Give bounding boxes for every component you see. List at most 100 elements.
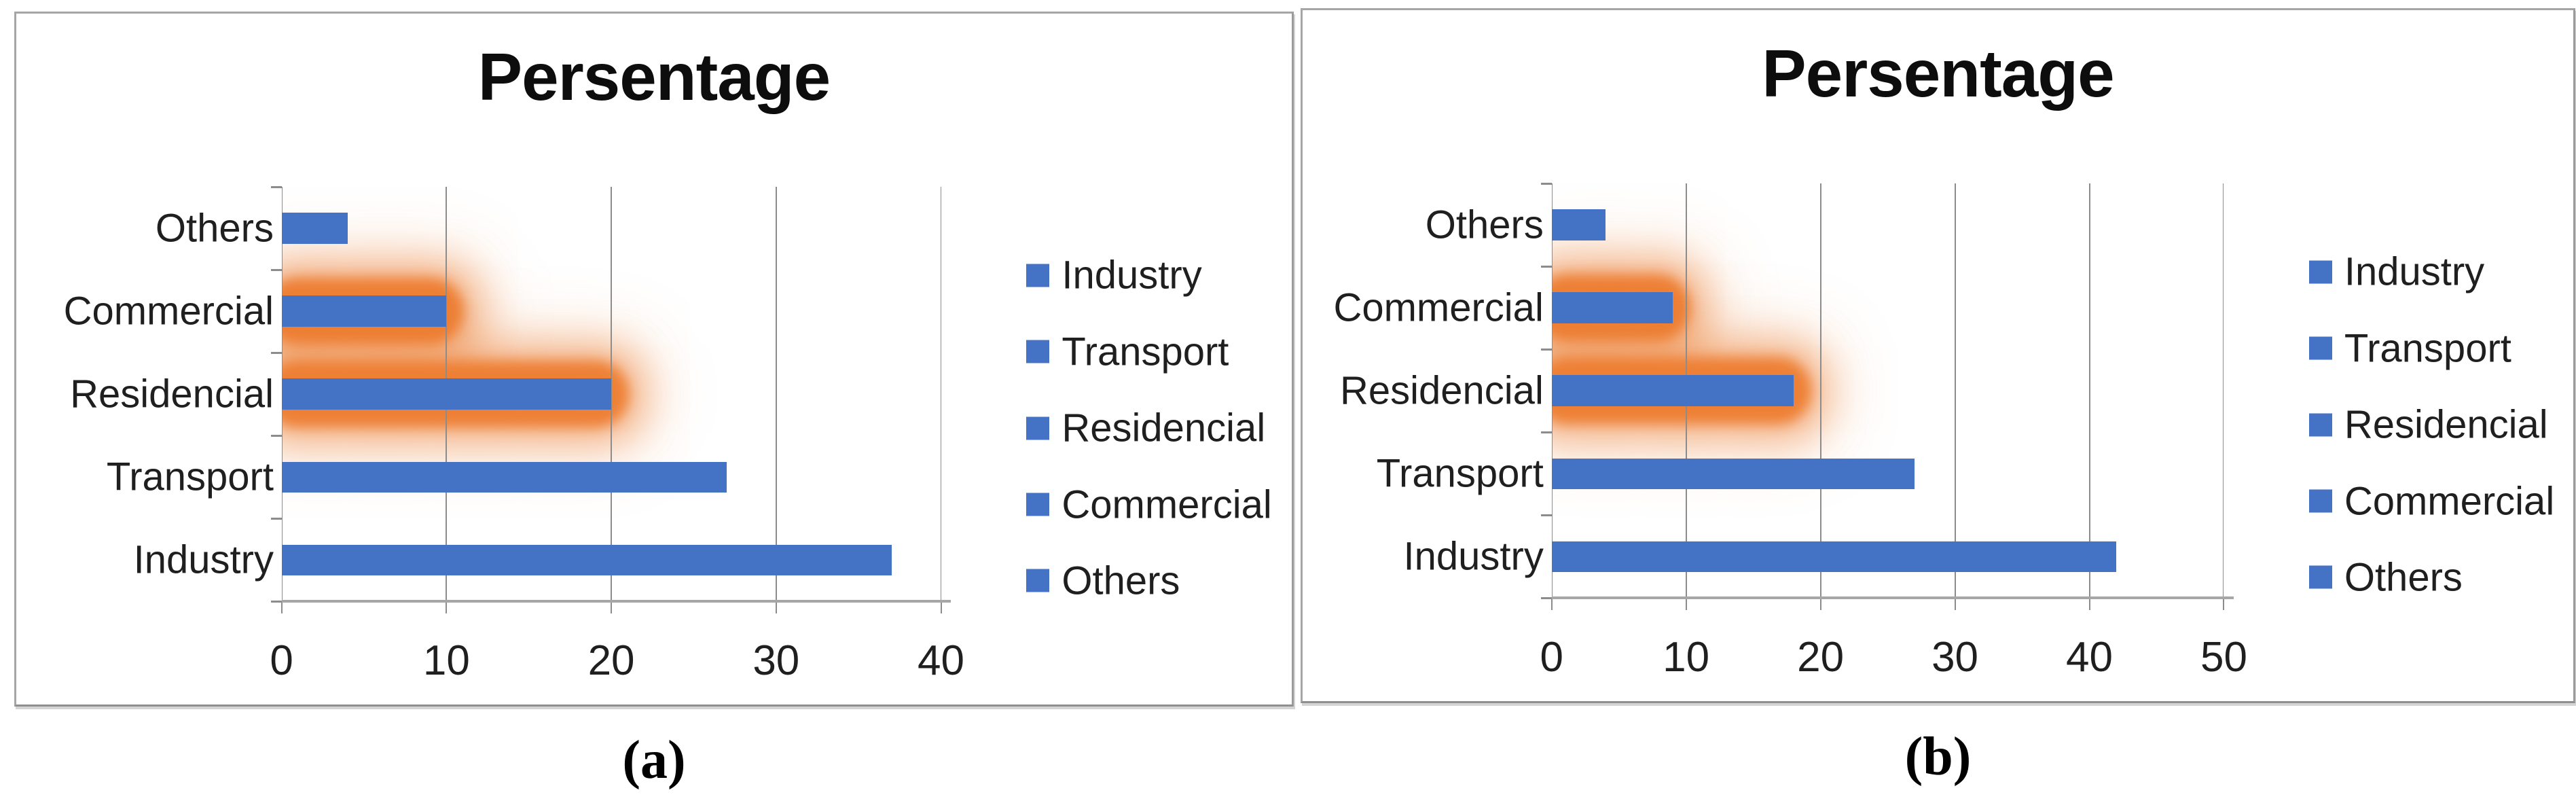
legend-marker-icon [2308,336,2332,360]
category-label: Residencial [1340,368,1544,413]
legend-item: Transport [1026,329,1229,374]
legend-label: Others [2344,555,2463,600]
legend-marker-icon [2308,413,2332,437]
chart-title: Persentage [477,39,831,114]
x-tick-label: 40 [2066,634,2113,681]
x-tick-label: 20 [587,637,635,685]
bar [1551,458,1915,490]
x-tick-label: 50 [2200,634,2247,681]
gridline [1819,183,1821,599]
legend-label: Others [1062,558,1180,603]
legend-marker-icon [1026,416,1050,440]
legend-item: Commercial [2308,478,2555,524]
x-tick-mark [940,601,942,614]
legend-item: Industry [1026,253,1202,298]
figure-a: Persentage 0 10 20 30 40 Others Commercial Resi… [14,12,1294,791]
chart-title: Persentage [1762,35,2114,111]
bar [281,461,727,493]
x-tick-mark [2223,598,2225,611]
legend: Industry Transport Residencial Commercial Ot… [1026,14,1282,704]
legend: Industry Transport Residencial Commercial Ot… [2308,10,2563,701]
x-tick-mark [2088,598,2090,611]
category-label: Industry [1403,534,1544,579]
legend-item: Residencial [1026,406,1265,451]
legend-item: Transport [2308,325,2511,371]
x-tick-mark [1819,598,1821,611]
legend-label: Commercial [2344,479,2555,524]
y-tick-mark [270,269,282,272]
x-tick-mark [1685,598,1687,611]
plot-area: 0 10 20 30 40 50 Others Commercial Residencial Tr… [1333,183,2247,681]
legend-label: Transport [1062,329,1229,374]
chart-panel-b: Persentage 0 10 20 30 40 50 Others Commercial Re… [1301,8,2575,703]
legend-label: Residencial [1062,406,1266,450]
x-axis-line [281,600,951,603]
bar [281,213,348,245]
legend-label: Transport [2344,326,2511,371]
figure-b: Persentage 0 10 20 30 40 50 Others Commercial Re… [1301,8,2575,788]
gridline [775,187,777,602]
x-tick-label: 10 [422,637,470,685]
category-label: Industry [133,537,274,582]
legend-marker-icon [2308,260,2332,284]
category-label: Transport [106,454,274,499]
x-tick-mark [1550,598,1553,611]
category-label: Transport [1376,451,1544,496]
bar [281,296,447,327]
legend-marker-icon [1026,493,1050,516]
x-axis-line [1551,596,2234,600]
x-tick-label: 40 [918,637,965,685]
figure-caption: (b) [1904,727,1972,787]
category-label: Commercial [1333,285,1544,330]
gridline [2223,183,2224,599]
bar [1551,375,1794,407]
gridline [2088,183,2090,599]
x-tick-label: 10 [1663,634,1710,681]
x-tick-label: 20 [1797,634,1845,681]
category-label: Commercial [63,289,274,334]
category-label: Others [155,206,274,251]
legend-label: Industry [2344,249,2485,294]
bar [281,544,892,576]
legend-label: Commercial [1062,482,1272,527]
figure-caption: (a) [622,730,686,790]
x-tick-mark [280,601,283,614]
x-tick-mark [446,601,448,614]
y-tick-mark [1540,514,1552,517]
legend-marker-icon [1026,264,1050,287]
legend-item: Others [1026,558,1180,603]
x-tick-label: 30 [1931,634,1979,681]
y-tick-mark [1540,349,1552,351]
bar [1551,292,1673,324]
x-tick-label: 0 [1540,634,1563,681]
category-label: Others [1425,202,1544,247]
plot-clip [281,187,941,602]
legend-item: Commercial [1026,482,1272,527]
plot-area: 0 10 20 30 40 Others Commercial Residencial Tran… [64,186,964,684]
legend-label: Residencial [2344,402,2548,447]
x-tick-mark [775,601,777,614]
legend-item: Residencial [2308,402,2548,448]
y-tick-mark [270,435,282,438]
y-tick-mark [270,186,282,189]
bar [281,378,612,410]
y-tick-mark [1540,597,1552,600]
gridline [611,187,613,602]
y-tick-mark [270,518,282,520]
legend-item: Others [2308,554,2463,600]
x-tick-label: 30 [752,637,800,685]
bar [1551,209,1606,241]
legend-label: Industry [1062,253,1202,298]
y-tick-mark [1540,183,1552,185]
gridline [1954,183,1956,599]
category-label: Residencial [70,372,274,416]
x-tick-mark [611,601,613,614]
y-tick-mark [270,601,282,603]
plot-clip [1551,183,2224,599]
y-tick-mark [1540,266,1552,268]
legend-marker-icon [2308,489,2332,513]
legend-marker-icon [1026,340,1050,363]
y-tick-mark [270,352,282,355]
y-tick-mark [1540,431,1552,434]
